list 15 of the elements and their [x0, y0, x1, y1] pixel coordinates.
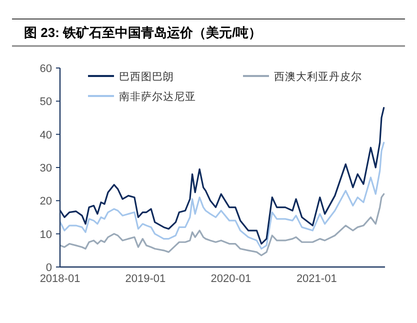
y-tick-label: 30	[40, 162, 52, 174]
y-tick-label: 50	[40, 96, 52, 108]
x-tick-label: 2020-01	[210, 273, 252, 285]
x-tick-label: 2019-01	[125, 273, 166, 285]
y-tick-label: 10	[40, 228, 52, 241]
legend-label: 巴西图巴朗	[119, 70, 174, 83]
y-tick-label: 20	[40, 196, 52, 208]
x-tick-label: 2018-01	[40, 273, 80, 285]
legend-label: 西澳大利亚丹皮尔	[274, 70, 362, 83]
legend-label: 南非萨尔达尼亚	[119, 90, 196, 103]
y-tick-label: 60	[40, 63, 52, 75]
y-tick-label: 40	[40, 129, 52, 142]
x-tick-label: 2021-01	[296, 273, 337, 285]
chart-title: 图 23: 铁矿石至中国青岛运价（美元/吨）	[24, 25, 262, 40]
y-tick-label: 0	[46, 262, 52, 274]
